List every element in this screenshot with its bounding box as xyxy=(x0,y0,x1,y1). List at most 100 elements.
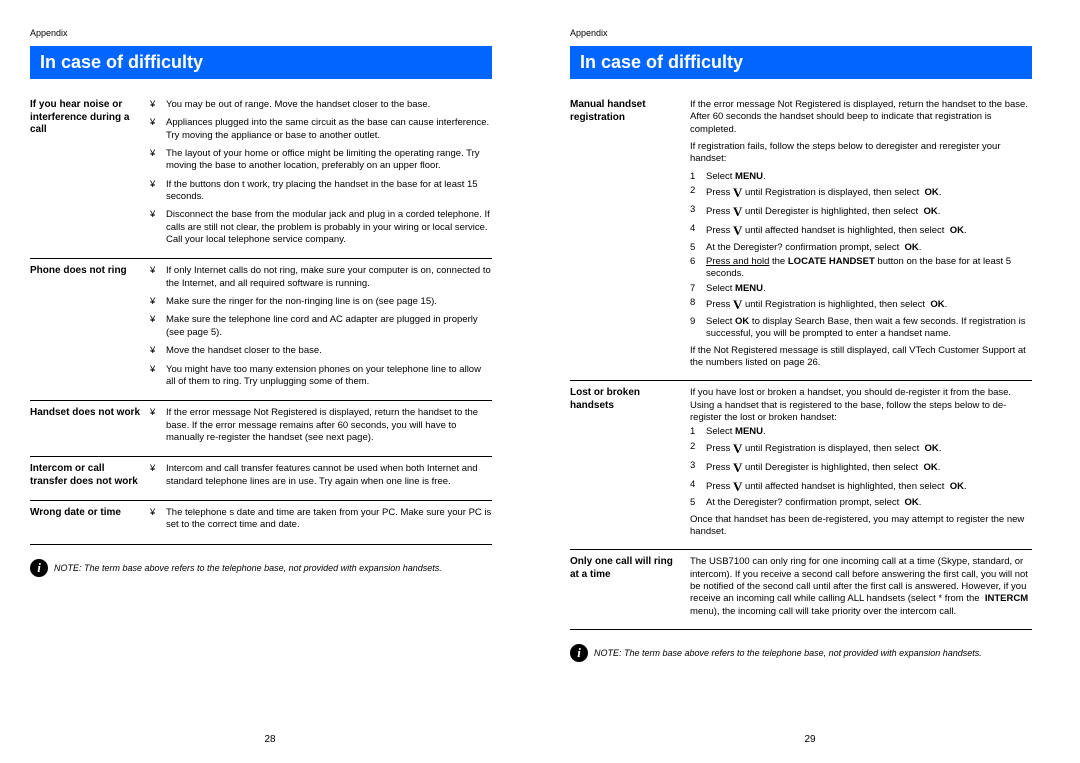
step-text: Press V until affected handset is highli… xyxy=(706,479,1032,496)
note-row: i NOTE: The term base above refers to th… xyxy=(570,644,1032,662)
section-label: If you hear noise or interference during… xyxy=(30,99,150,252)
bullet-text: The layout of your home or office might … xyxy=(166,148,492,173)
step-item: 4Press V until affected handset is highl… xyxy=(690,223,1032,240)
note-text: NOTE: The term base above refers to the … xyxy=(594,648,982,658)
appendix-label: Appendix xyxy=(570,28,1032,38)
step-text: Select MENU. xyxy=(706,426,1032,438)
step-text: Press and hold the LOCATE HANDSET button… xyxy=(706,256,1032,281)
step-text: Select MENU. xyxy=(706,171,1032,183)
bullet-mark: ¥ xyxy=(150,314,166,339)
bullet-text: You might have too many extension phones… xyxy=(166,364,492,389)
sections-left: If you hear noise or interference during… xyxy=(30,93,492,545)
step-number: 3 xyxy=(690,460,706,477)
section-label: Handset does not work xyxy=(30,407,150,450)
step-number: 1 xyxy=(690,171,706,183)
info-icon: i xyxy=(30,559,48,577)
bullet-item: ¥Appliances plugged into the same circui… xyxy=(150,117,492,142)
section-label: Manual handset registration xyxy=(570,99,690,374)
step-number: 1 xyxy=(690,426,706,438)
section: If you hear noise or interference during… xyxy=(30,93,492,259)
bullet-mark: ¥ xyxy=(150,407,166,444)
section-label: Intercom or call transfer does not work xyxy=(30,463,150,494)
step-number: 4 xyxy=(690,479,706,496)
bullet-item: ¥Make sure the ringer for the non-ringin… xyxy=(150,296,492,308)
step-number: 2 xyxy=(690,441,706,458)
bullet-item: ¥Make sure the telephone line cord and A… xyxy=(150,314,492,339)
bullet-item: ¥If only Internet calls do not ring, mak… xyxy=(150,265,492,290)
section-label: Wrong date or time xyxy=(30,507,150,538)
section: Phone does not ring¥If only Internet cal… xyxy=(30,259,492,401)
info-icon: i xyxy=(570,644,588,662)
step-item: 3Press V until Deregister is highlighted… xyxy=(690,460,1032,477)
paragraph: Once that handset has been de-registered… xyxy=(690,514,1032,539)
step-item: 3Press V until Deregister is highlighted… xyxy=(690,204,1032,221)
section: Wrong date or time¥The telephone s date … xyxy=(30,501,492,545)
paragraph: If the error message Not Registered is d… xyxy=(690,99,1032,136)
bullet-mark: ¥ xyxy=(150,148,166,173)
bullet-mark: ¥ xyxy=(150,463,166,488)
page-number: 28 xyxy=(0,734,540,745)
step-item: 2Press V until Registration is displayed… xyxy=(690,441,1032,458)
title-bar: In case of difficulty xyxy=(30,46,492,79)
step-number: 3 xyxy=(690,204,706,221)
bullet-text: Intercom and call transfer features cann… xyxy=(166,463,492,488)
step-number: 5 xyxy=(690,497,706,509)
step-number: 5 xyxy=(690,242,706,254)
section-content: If you have lost or broken a handset, yo… xyxy=(690,387,1032,543)
bullet-mark: ¥ xyxy=(150,99,166,111)
step-text: Press V until Registration is displayed,… xyxy=(706,185,1032,202)
page-right: Appendix In case of difficulty Manual ha… xyxy=(540,0,1080,763)
bullet-text: Make sure the telephone line cord and AC… xyxy=(166,314,492,339)
step-number: 6 xyxy=(690,256,706,281)
section-content: ¥If only Internet calls do not ring, mak… xyxy=(150,265,492,394)
step-item: 2Press V until Registration is displayed… xyxy=(690,185,1032,202)
step-text: Press V until affected handset is highli… xyxy=(706,223,1032,240)
step-item: 5At the Deregister? confirmation prompt,… xyxy=(690,497,1032,509)
step-item: 1Select MENU. xyxy=(690,171,1032,183)
bullet-mark: ¥ xyxy=(150,265,166,290)
bullet-mark: ¥ xyxy=(150,345,166,357)
step-item: 1Select MENU. xyxy=(690,426,1032,438)
bullet-item: ¥You might have too many extension phone… xyxy=(150,364,492,389)
step-number: 2 xyxy=(690,185,706,202)
paragraph: If registration fails, follow the steps … xyxy=(690,141,1032,166)
bullet-item: ¥The layout of your home or office might… xyxy=(150,148,492,173)
step-number: 9 xyxy=(690,316,706,341)
bullet-text: You may be out of range. Move the handse… xyxy=(166,99,492,111)
bullet-item: ¥Move the handset closer to the base. xyxy=(150,345,492,357)
page-left: Appendix In case of difficulty If you he… xyxy=(0,0,540,763)
step-item: 4Press V until affected handset is highl… xyxy=(690,479,1032,496)
step-text: Press V until Deregister is highlighted,… xyxy=(706,204,1032,221)
step-item: 9Select OK to display Search Base, then … xyxy=(690,316,1032,341)
bullet-item: ¥Disconnect the base from the modular ja… xyxy=(150,209,492,246)
bullet-mark: ¥ xyxy=(150,179,166,204)
appendix-label: Appendix xyxy=(30,28,492,38)
bullet-mark: ¥ xyxy=(150,209,166,246)
step-number: 8 xyxy=(690,297,706,314)
note-text: NOTE: The term base above refers to the … xyxy=(54,563,442,573)
bullet-text: If only Internet calls do not ring, make… xyxy=(166,265,492,290)
bullet-text: The telephone s date and time are taken … xyxy=(166,507,492,532)
bullet-text: Make sure the ringer for the non-ringing… xyxy=(166,296,492,308)
bullet-text: Disconnect the base from the modular jac… xyxy=(166,209,492,246)
bullet-item: ¥You may be out of range. Move the hands… xyxy=(150,99,492,111)
paragraph: The USB7100 can only ring for one incomi… xyxy=(690,556,1032,618)
step-number: 4 xyxy=(690,223,706,240)
section-manual-registration: Manual handset registration If the error… xyxy=(570,93,1032,381)
bullet-text: If the error message Not Registered is d… xyxy=(166,407,492,444)
step-text: At the Deregister? confirmation prompt, … xyxy=(706,497,1032,509)
page-number: 29 xyxy=(540,734,1080,745)
step-number: 7 xyxy=(690,283,706,295)
step-text: Select MENU. xyxy=(706,283,1032,295)
section: Intercom or call transfer does not work¥… xyxy=(30,457,492,501)
title-bar: In case of difficulty xyxy=(570,46,1032,79)
section-label: Lost or broken handsets xyxy=(570,387,690,543)
step-text: Press V until Registration is highlighte… xyxy=(706,297,1032,314)
bullet-item: ¥The telephone s date and time are taken… xyxy=(150,507,492,532)
bullet-text: If the buttons don t work, try placing t… xyxy=(166,179,492,204)
paragraph: If you have lost or broken a handset, yo… xyxy=(690,387,1032,424)
step-text: Press V until Registration is displayed,… xyxy=(706,441,1032,458)
section-lost-handsets: Lost or broken handsets If you have lost… xyxy=(570,381,1032,550)
step-text: Press V until Deregister is highlighted,… xyxy=(706,460,1032,477)
section-content: ¥The telephone s date and time are taken… xyxy=(150,507,492,538)
